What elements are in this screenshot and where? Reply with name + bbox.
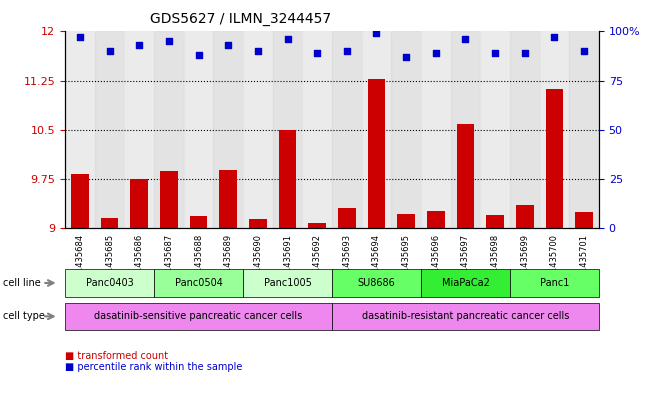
Point xyxy=(312,50,322,56)
Text: SU8686: SU8686 xyxy=(357,278,395,288)
Bar xyxy=(184,31,214,228)
Bar xyxy=(302,31,332,228)
Bar xyxy=(391,31,421,228)
Bar xyxy=(273,31,302,228)
Text: Panc1005: Panc1005 xyxy=(264,278,311,288)
Bar xyxy=(575,211,593,228)
Text: cell line: cell line xyxy=(3,278,41,288)
Text: MiaPaCa2: MiaPaCa2 xyxy=(441,278,490,288)
Text: cell type: cell type xyxy=(3,311,45,321)
Point xyxy=(460,36,471,42)
Bar xyxy=(124,31,154,228)
Point xyxy=(104,48,115,54)
Text: Panc0403: Panc0403 xyxy=(86,278,133,288)
Bar xyxy=(362,31,391,228)
Text: ■ percentile rank within the sample: ■ percentile rank within the sample xyxy=(65,362,242,373)
Point xyxy=(579,48,589,54)
Point xyxy=(401,54,411,60)
Bar xyxy=(332,31,362,228)
Text: Panc1: Panc1 xyxy=(540,278,569,288)
Point xyxy=(193,52,204,58)
Point xyxy=(253,48,263,54)
Point xyxy=(519,50,530,56)
Bar xyxy=(338,208,355,228)
Bar xyxy=(486,215,504,228)
Point xyxy=(134,42,145,48)
Point xyxy=(223,42,234,48)
Bar xyxy=(130,179,148,228)
Bar xyxy=(540,31,569,228)
Point xyxy=(283,36,293,42)
Bar xyxy=(456,125,475,228)
Bar xyxy=(243,31,273,228)
Text: ■ transformed count: ■ transformed count xyxy=(65,351,168,361)
Point xyxy=(430,50,441,56)
Point xyxy=(75,34,85,40)
Point xyxy=(490,50,501,56)
Bar xyxy=(71,174,89,228)
Bar xyxy=(154,31,184,228)
Bar xyxy=(189,216,208,228)
Bar xyxy=(219,170,237,228)
Bar xyxy=(546,89,563,228)
Text: dasatinib-resistant pancreatic cancer cells: dasatinib-resistant pancreatic cancer ce… xyxy=(362,311,569,321)
Point xyxy=(371,30,381,37)
Bar xyxy=(101,218,118,228)
Bar xyxy=(95,31,124,228)
Bar xyxy=(397,213,415,228)
Point xyxy=(549,34,560,40)
Bar xyxy=(249,219,267,228)
Text: GDS5627 / ILMN_3244457: GDS5627 / ILMN_3244457 xyxy=(150,12,331,26)
Bar xyxy=(480,31,510,228)
Bar xyxy=(569,31,599,228)
Point xyxy=(342,48,352,54)
Point xyxy=(163,38,174,44)
Bar xyxy=(450,31,480,228)
Bar xyxy=(516,205,534,228)
Bar xyxy=(160,171,178,228)
Text: Panc0504: Panc0504 xyxy=(174,278,223,288)
Bar xyxy=(309,223,326,228)
Bar xyxy=(368,79,385,228)
Bar xyxy=(279,130,296,228)
Text: dasatinib-sensitive pancreatic cancer cells: dasatinib-sensitive pancreatic cancer ce… xyxy=(94,311,303,321)
Bar xyxy=(421,31,450,228)
Bar xyxy=(427,211,445,228)
Bar xyxy=(65,31,95,228)
Bar xyxy=(510,31,540,228)
Bar xyxy=(214,31,243,228)
